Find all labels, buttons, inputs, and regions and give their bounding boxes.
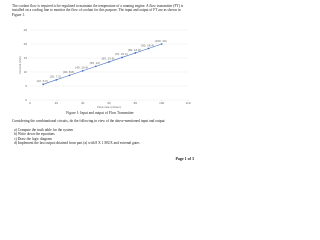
point <box>42 83 45 86</box>
x-tick-label: 80 <box>134 101 138 105</box>
point <box>147 47 150 50</box>
data-label: (30, 8.8) <box>63 70 74 74</box>
item: a) Compute the truth table for the syste… <box>14 128 73 132</box>
y-tick-label: 10 <box>24 70 28 74</box>
x-tick-label: 40 <box>81 101 85 105</box>
y-axis-label: Current (mA) <box>18 56 22 73</box>
data-label: (20, 7.2) <box>50 75 61 79</box>
data-label: (70, 15.2) <box>115 52 128 56</box>
point <box>134 52 137 54</box>
point <box>160 43 163 45</box>
y-tick-label: 25 <box>24 28 28 32</box>
point <box>94 65 97 68</box>
data-label: (90, 18.4) <box>141 43 154 47</box>
x-tick-label: 20 <box>55 101 59 105</box>
item: c) Draw the logic diagram <box>14 136 52 141</box>
y-tick-label: 20 <box>24 42 28 46</box>
y-tick-label: 5 <box>25 84 27 88</box>
page: The coolant flow is required to be regul… <box>0 0 200 165</box>
series-line <box>43 43 162 85</box>
point <box>81 69 84 72</box>
x-tick-label: 100 <box>159 101 164 105</box>
point <box>108 61 110 63</box>
item: d) Implement the last output obtained fr… <box>14 141 140 146</box>
x-axis-label: Flow rate (cc/sec) <box>97 105 121 109</box>
item: b) Write down the equations <box>14 132 55 137</box>
y-tick-label: 15 <box>24 56 28 60</box>
caption: Figure 1: Input and output of Flow Trans… <box>66 111 134 115</box>
data-label: (60, 13.6) <box>102 57 115 61</box>
x-tick-label: 60 <box>107 101 111 105</box>
data-label: (50, 12) <box>90 61 100 65</box>
y-tick-label: 0 <box>25 98 27 102</box>
question: Considering the combinational circuits, … <box>12 119 166 123</box>
data-label: (10, 5.6) <box>37 79 48 83</box>
x-tick-label: 0 <box>29 101 31 105</box>
footer: Page 1 of 3 <box>175 156 194 161</box>
intro: The coolant flow is required to be regul… <box>12 4 184 17</box>
data-label: (100, 20) <box>155 39 167 43</box>
items: a) Compute the truth table for the syste… <box>14 128 190 146</box>
x-tick-label: 120 <box>185 101 190 105</box>
point <box>121 56 124 59</box>
data-label: (80, 16.8) <box>128 48 141 52</box>
chart: 0 5 10 15 20 25 0 20 40 60 80 100 120 Flow rate (cc/s… <box>18 28 191 109</box>
point <box>68 74 71 77</box>
point <box>55 78 58 81</box>
data-label: (40, 10.4) <box>75 66 88 70</box>
